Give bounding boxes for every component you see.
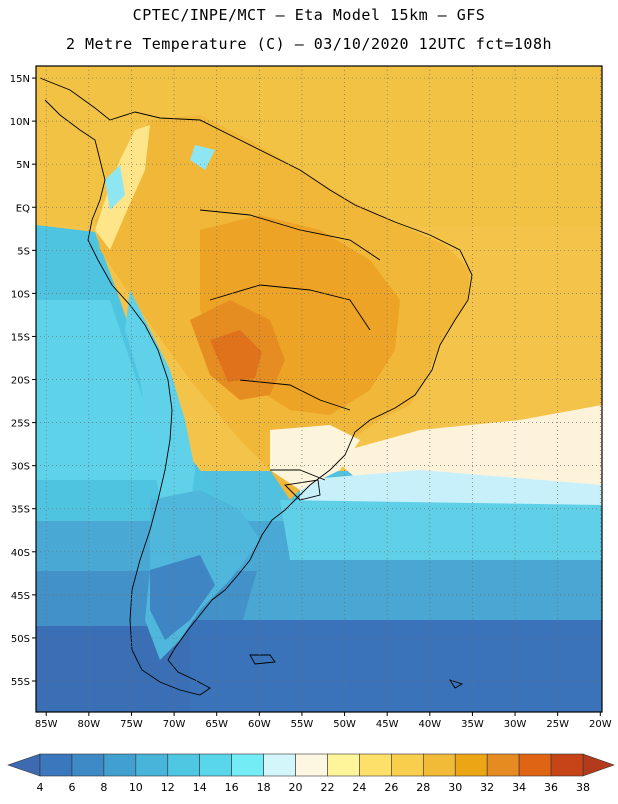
legend-label: 36 <box>544 781 558 794</box>
legend-swatch <box>359 753 392 777</box>
legend-label: 30 <box>448 781 462 794</box>
lon-label: 80W <box>78 719 101 730</box>
legend-low-arrow <box>7 753 41 777</box>
longitude-labels: 85W 80W 75W 70W 65W 60W 55W 50W 45W 40W 35W 30W 25W 2… <box>35 712 612 730</box>
lon-label: 65W <box>205 719 228 730</box>
lat-label: 10S <box>11 289 30 300</box>
legend-swatch <box>39 753 73 777</box>
lat-label: 50S <box>11 634 30 645</box>
lat-label: 5N <box>16 160 30 171</box>
lat-label: 5S <box>17 246 30 257</box>
legend-label: 12 <box>161 781 175 794</box>
legend-label: 20 <box>289 781 303 794</box>
legend-swatch <box>263 753 296 777</box>
map-frame <box>35 65 603 713</box>
lon-label: 55W <box>291 719 314 730</box>
legend-swatch <box>518 753 552 777</box>
map-field <box>36 66 602 712</box>
lon-label: 30W <box>504 719 527 730</box>
legend-label: 22 <box>320 781 334 794</box>
legend-high-arrow <box>582 753 615 777</box>
legend-label: 34 <box>512 781 526 794</box>
lat-label: 55S <box>11 677 30 688</box>
legend-label: 28 <box>416 781 430 794</box>
legend-label: 6 <box>68 781 75 794</box>
legend-swatch <box>167 753 201 777</box>
lat-label: EQ <box>16 203 30 214</box>
legend-swatch <box>231 753 264 777</box>
lat-label: 35S <box>11 505 30 516</box>
lon-label: 45W <box>376 719 399 730</box>
lon-label: 60W <box>248 719 271 730</box>
legend-label: 14 <box>193 781 207 794</box>
lat-label: 45S <box>11 591 30 602</box>
lon-label: 50W <box>333 719 356 730</box>
lat-label: 40S <box>11 548 30 559</box>
legend-swatch <box>422 753 456 777</box>
lon-label: 20W <box>589 719 612 730</box>
chart-title-line1: CPTEC/INPE/MCT – Eta Model 15km – GFS <box>132 6 486 24</box>
legend-label: 38 <box>576 781 590 794</box>
lon-label: 35W <box>461 719 484 730</box>
chart-title-line2: 2 Metre Temperature (C) – 03/10/2020 12U… <box>65 35 553 53</box>
legend-label: 24 <box>352 781 366 794</box>
legend-swatch <box>454 753 488 777</box>
legend-label: 26 <box>384 781 398 794</box>
legend-swatch <box>103 753 137 777</box>
lon-label: 75W <box>120 719 143 730</box>
lat-label: 10N <box>10 117 30 128</box>
temperature-legend: 4 6 8 10 12 14 16 18 20 22 24 26 28 30 32 34 36 38 <box>7 753 615 794</box>
lat-label: 15N <box>10 74 30 85</box>
legend-swatch <box>550 753 584 777</box>
lon-label: 85W <box>35 719 58 730</box>
lon-label: 25W <box>546 719 569 730</box>
legend-swatch <box>327 753 360 777</box>
lon-label: 40W <box>419 719 442 730</box>
legend-label: 18 <box>257 781 271 794</box>
lat-label: 30S <box>11 462 30 473</box>
lon-label: 70W <box>163 719 186 730</box>
legend-swatch <box>199 753 232 777</box>
coastlines <box>39 77 473 696</box>
lat-label: 25S <box>11 419 30 430</box>
legend-swatch <box>295 753 328 777</box>
lat-label: 15S <box>11 332 30 343</box>
legend-label: 16 <box>225 781 239 794</box>
legend-swatch <box>391 753 424 777</box>
latitude-labels: 15N 10N 5N EQ 5S 10S 15S 20S 25S 30S 35S 40S 45S 50S 5… <box>10 74 36 688</box>
lat-label: 20S <box>11 376 30 387</box>
legend-swatch <box>486 753 520 777</box>
legend-label: 8 <box>100 781 107 794</box>
legend-swatch <box>71 753 105 777</box>
legend-label: 32 <box>480 781 494 794</box>
legend-label: 4 <box>37 781 44 794</box>
legend-label: 10 <box>129 781 143 794</box>
legend-swatch <box>135 753 169 777</box>
